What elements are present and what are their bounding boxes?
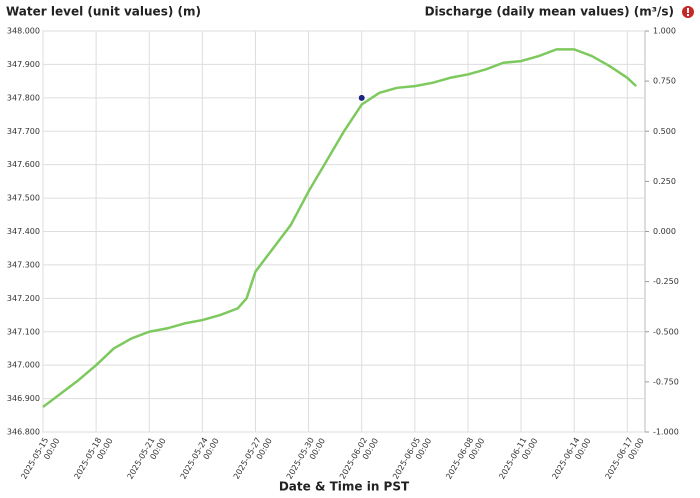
y-tick-label: 347.500 xyxy=(7,194,40,203)
y-tick-label: 347.400 xyxy=(7,227,40,236)
y2-tick-label: -0.250 xyxy=(653,277,679,286)
right-axis-title: Discharge (daily mean values) (m³/s) xyxy=(425,5,674,19)
x-tick-label: 2025-05-3000:00 xyxy=(284,431,326,485)
x-tick-label: 2025-05-1500:00 xyxy=(19,431,61,485)
y-tick-label: 347.900 xyxy=(7,60,40,69)
y-tick-label: 347.600 xyxy=(7,160,40,169)
y2-tick-label: 0.250 xyxy=(653,177,676,186)
x-tick-label: 2025-06-0500:00 xyxy=(391,431,433,485)
x-tick-label: 2025-05-2400:00 xyxy=(178,431,220,485)
x-axis-label: Date & Time in PST xyxy=(279,480,410,494)
x-tick-label: 2025-06-1400:00 xyxy=(550,431,592,485)
warning-icon[interactable] xyxy=(682,6,694,18)
y-tick-label: 347.200 xyxy=(7,294,40,303)
line-series xyxy=(42,48,638,408)
y2-tick-label: -1.000 xyxy=(653,428,679,437)
y-tick-label: 348.000 xyxy=(7,27,40,36)
highlight-point xyxy=(357,93,366,102)
y-tick-label: 347.800 xyxy=(7,93,40,102)
y2-tick-label: 1.000 xyxy=(653,27,676,36)
y2-tick-label: 0.750 xyxy=(653,77,676,86)
x-tick-label: 2025-05-2700:00 xyxy=(231,431,273,485)
y2-tick-label: 0.000 xyxy=(653,227,676,236)
y2-tick-label: -0.500 xyxy=(653,327,679,336)
y-tick-label: 347.300 xyxy=(7,260,40,269)
x-tick-label: 2025-06-0800:00 xyxy=(444,431,486,485)
chart-title: Water level (unit values) (m) xyxy=(6,5,201,19)
y-tick-label: 347.100 xyxy=(7,327,40,336)
x-tick-label: 2025-05-1800:00 xyxy=(72,431,114,485)
y2-tick-label: 0.500 xyxy=(653,127,676,136)
x-tick-label: 2025-06-1100:00 xyxy=(497,431,539,485)
y-tick-label: 347.000 xyxy=(7,361,40,370)
x-tick-label: 2025-05-2100:00 xyxy=(125,431,167,485)
y2-tick-label: -0.750 xyxy=(653,377,679,386)
y-tick-label: 346.800 xyxy=(7,428,40,437)
y-tick-label: 346.900 xyxy=(7,394,40,403)
x-tick-label: 2025-06-1700:00 xyxy=(603,431,645,485)
x-tick-label: 2025-06-0200:00 xyxy=(338,431,380,485)
y-tick-label: 347.700 xyxy=(7,127,40,136)
